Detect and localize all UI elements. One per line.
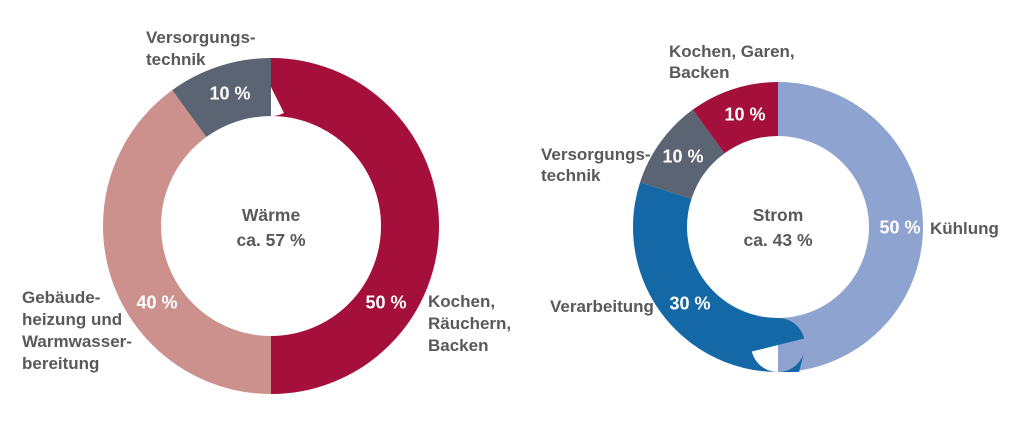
label-line: Verarbeitung xyxy=(550,297,654,316)
strom-label-verarbeitung: Verarbeitung xyxy=(550,296,654,318)
strom-value-kuehlung: 50 % xyxy=(879,217,921,238)
label-line: Kühlung xyxy=(930,219,999,238)
donut-segment xyxy=(103,58,439,394)
waerme-value-kochen: 50 % xyxy=(365,292,407,313)
strom-label-kochen-garen: Kochen, Garen, Backen xyxy=(669,41,795,83)
label-line: Versorgungs- xyxy=(146,28,256,47)
label-line: heizung und xyxy=(22,310,123,329)
strom-donut-ring xyxy=(633,82,923,372)
label-line: bereitung xyxy=(22,354,100,373)
label-line: Backen xyxy=(669,63,730,82)
label-line: Warmwasser- xyxy=(22,332,132,351)
waerme-label-kochen: Kochen, Räuchern, Backen xyxy=(428,291,511,357)
strom-label-kuehlung: Kühlung xyxy=(930,218,999,240)
strom-center-label: Strom ca. 43 % xyxy=(743,203,812,253)
waerme-label-versorgungstechnik: Versorgungs- technik xyxy=(146,27,256,71)
label-line: technik xyxy=(541,166,601,185)
waerme-value-versorgungstechnik: 10 % xyxy=(209,83,251,104)
label-line: Kochen, xyxy=(428,292,496,311)
waerme-label-gebaeudeheizung: Gebäude- heizung und Warmwasser- bereitu… xyxy=(22,287,132,375)
strom-value-versorgungstechnik: 10 % xyxy=(662,146,704,167)
strom-value-kochen-garen: 10 % xyxy=(724,104,766,125)
strom-title: Strom xyxy=(752,205,804,225)
label-line: Backen xyxy=(428,336,489,355)
donut-segment xyxy=(103,58,439,394)
label-line: Kochen, Garen, xyxy=(669,42,795,61)
waerme-title: Wärme xyxy=(241,205,301,225)
label-line: Gebäude- xyxy=(22,288,101,307)
donut-segment xyxy=(633,82,923,372)
donut-segment xyxy=(633,82,923,372)
waerme-share: ca. 57 % xyxy=(236,230,306,250)
waerme-center-label: Wärme ca. 57 % xyxy=(236,203,305,253)
label-line: Versorgungs- xyxy=(541,145,651,164)
strom-value-verarbeitung: 30 % xyxy=(669,293,711,314)
label-line: technik xyxy=(146,50,206,69)
strom-share: ca. 43 % xyxy=(743,230,813,250)
strom-label-versorgungstechnik: Versorgungs- technik xyxy=(541,144,651,186)
waerme-value-gebaeudeheizung: 40 % xyxy=(136,292,178,313)
label-line: Räuchern, xyxy=(428,314,512,333)
waerme-donut-ring xyxy=(103,58,439,394)
